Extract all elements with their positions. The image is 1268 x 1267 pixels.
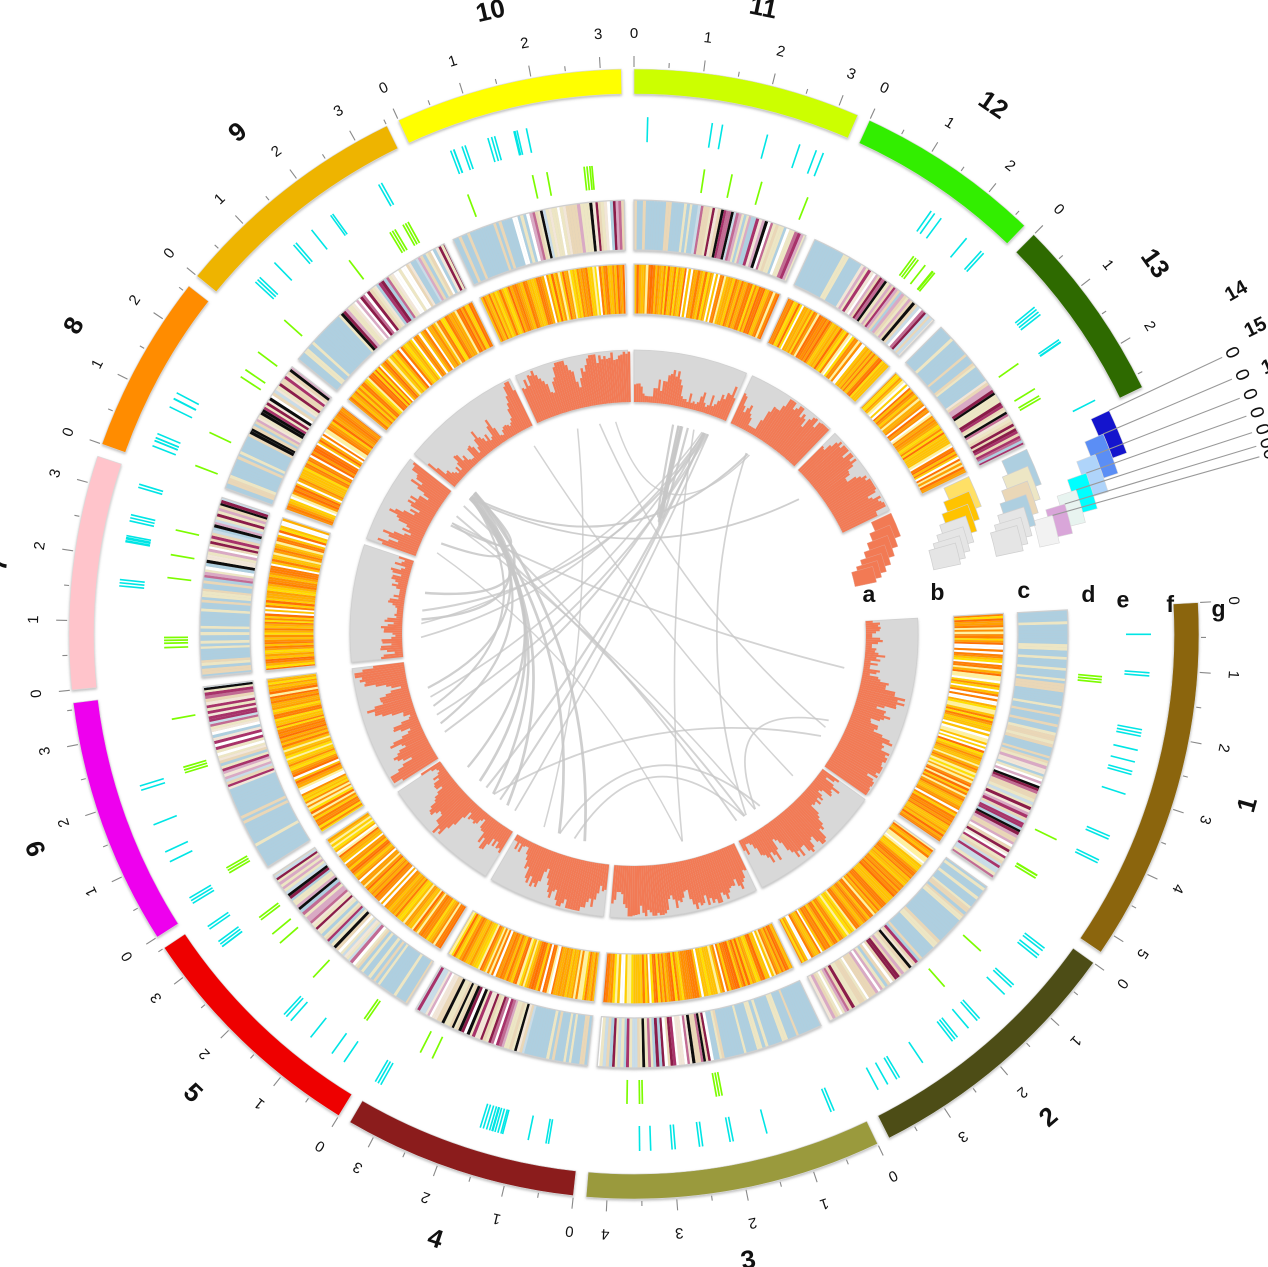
svg-text:f: f bbox=[1166, 591, 1174, 617]
svg-text:3: 3 bbox=[593, 26, 602, 43]
svg-text:1: 1 bbox=[25, 615, 42, 624]
svg-text:4: 4 bbox=[601, 1225, 610, 1242]
svg-text:c: c bbox=[1017, 577, 1030, 603]
svg-text:0: 0 bbox=[630, 25, 638, 42]
svg-text:0: 0 bbox=[1225, 596, 1242, 605]
svg-text:a: a bbox=[863, 581, 876, 607]
svg-text:e: e bbox=[1117, 587, 1130, 613]
svg-text:d: d bbox=[1081, 581, 1095, 607]
svg-text:b: b bbox=[930, 579, 944, 605]
svg-text:3: 3 bbox=[675, 1224, 685, 1242]
svg-text:1: 1 bbox=[1224, 670, 1242, 679]
svg-text:0: 0 bbox=[28, 689, 46, 699]
svg-text:g: g bbox=[1211, 596, 1225, 622]
